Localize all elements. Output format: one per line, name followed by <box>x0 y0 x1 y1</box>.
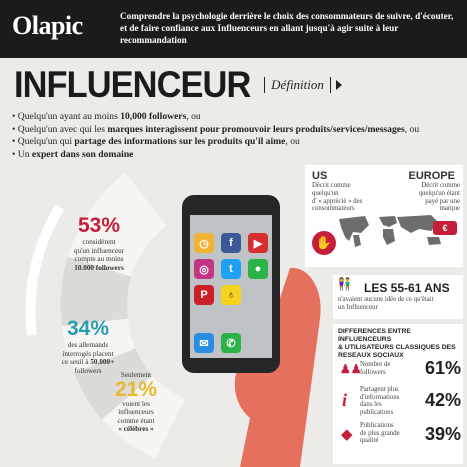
page-subtitle: Définition <box>264 77 331 93</box>
world-map-icon <box>339 215 441 247</box>
title-row: INFLUENCEUR Définition <box>14 63 342 107</box>
diff-row-sharing: i Partagent plus d'informations dans les pu… <box>338 386 463 418</box>
stat-21: Seulement 21% voient les influenceurs co… <box>100 371 172 434</box>
header-line-1: Comprendre la psychologie derrière le ch… <box>120 11 454 21</box>
age-title: LES 55-61 ANS <box>364 281 450 295</box>
twitter-app-icon: t <box>221 259 241 279</box>
fan-graphic <box>25 172 185 459</box>
stat-34: 34% des allemands interrogés placent ce … <box>50 317 126 375</box>
stat-53: 53% considèrent qu'un influenceur compte… <box>62 214 136 272</box>
phone-app-icon: ✆ <box>221 333 241 353</box>
europe-title: EUROPE <box>408 170 455 182</box>
diff-row-followers: ♟♟ Nombre de followers 61% <box>338 356 463 388</box>
stat-34-line: des allemands <box>67 341 109 349</box>
people-icon: ♟♟ <box>340 362 362 376</box>
header-line-2: et de faire confiance aux Influenceurs e… <box>120 23 399 45</box>
diff-row-value: 42% <box>424 390 461 410</box>
pinterest-app-icon: P <box>194 285 214 305</box>
stat-21-value: 21% <box>114 377 158 401</box>
differences-title: DIFFERENCES ENTRE INFLUENCEURS & UTILISAT… <box>338 328 456 359</box>
instagram-app-icon: ◎ <box>194 259 214 279</box>
stat-34-value: 34% <box>66 317 110 340</box>
differences-panel <box>333 324 463 464</box>
chat-app-icon: ● <box>248 259 268 279</box>
definition-list: Quelqu'un ayant au moins 10,000 follower… <box>12 111 464 161</box>
stat-34-line: ce seuil à 50.000+ <box>61 358 115 367</box>
snapchat-app-icon: ♁ <box>221 285 241 305</box>
seniors-icon: 👫 <box>337 277 352 291</box>
definition-item: Quelqu'un qui partage des informations s… <box>12 136 464 149</box>
us-europe-panel: ✋ € <box>305 165 463 267</box>
youtube-app-icon: ▶ <box>248 233 268 253</box>
stat-34-line: interrogés placent <box>62 349 114 358</box>
diff-row-quality: ◆ Publications de plus grande qualité 39% <box>338 422 463 454</box>
mail-app-icon: ✉ <box>194 333 214 353</box>
age-panel <box>333 275 463 319</box>
stat-21-bold: « célèbres » <box>118 425 154 434</box>
stat-21-top: Seulement <box>120 371 152 379</box>
definition-item: Quelqu'un ayant au moins 10,000 follower… <box>12 111 464 124</box>
olapic-logo: Olapic <box>12 11 83 40</box>
stat-34-line: followers <box>74 366 102 375</box>
clock-app-icon: ◷ <box>194 233 214 253</box>
facebook-app-icon: f <box>221 233 241 253</box>
fan-segment-1 <box>67 172 167 277</box>
header-bar: Olapic Comprendre la psychologie derrièr… <box>0 0 467 58</box>
definition-item: Un expert dans son domaine <box>12 149 464 162</box>
diff-row-label: Partagent plus d'informations dans les publ… <box>360 386 400 416</box>
info-icon: i <box>342 390 348 410</box>
definition-item: Quelqu'un avec qui les marques interagis… <box>12 124 464 137</box>
us-description: Décrit comme quelqu'un d' « apprécié » des… <box>312 182 363 213</box>
diff-row-label: Nombre de followers <box>360 361 391 376</box>
stat-21-line: voient les <box>122 399 150 408</box>
stat-21-line: comme étant <box>117 416 155 425</box>
fan-outer-arc <box>25 204 65 336</box>
age-description: n'avaient aucune idée de ce qu'était un I… <box>338 296 434 311</box>
like-badge-icon: ✋ <box>312 231 336 255</box>
europe-description: Décrit comme quelqu'un étant payé par une m… <box>418 182 460 213</box>
stat-53-bold: 10.000 followers <box>74 263 124 272</box>
money-icon: € <box>433 221 457 235</box>
header-tagline: Comprendre la psychologie derrière le ch… <box>120 10 462 46</box>
diff-row-value: 39% <box>424 424 461 444</box>
stat-21-line: influenceurs <box>118 408 154 417</box>
diamond-icon: ◆ <box>341 426 353 443</box>
page-title: INFLUENCEUR <box>14 64 251 105</box>
stat-53-line: compte au moins <box>74 255 124 264</box>
stat-53-line: considèrent <box>82 238 116 246</box>
play-icon <box>335 80 342 90</box>
stat-53-line: qu'un influenceur <box>73 246 125 255</box>
phone-screen: ◷ f ▶ ◎ t ● P ♁ ✉ ✆ <box>190 215 272 358</box>
stat-53-value: 53% <box>77 214 121 237</box>
diff-row-value: 61% <box>424 358 461 378</box>
us-title: US <box>312 170 328 182</box>
smartphone: ◷ f ▶ ◎ t ● P ♁ ✉ ✆ <box>182 195 280 373</box>
diff-row-label: Publications de plus grande qualité <box>360 422 400 445</box>
